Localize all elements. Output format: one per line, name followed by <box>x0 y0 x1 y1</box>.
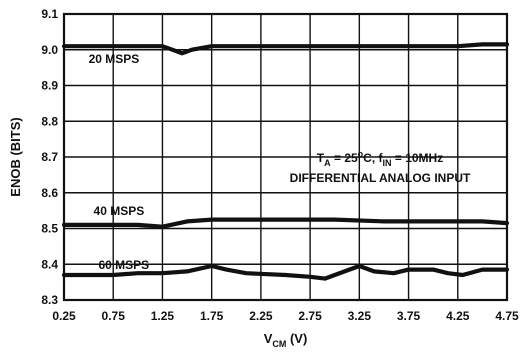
series-line-20-msps <box>61 42 510 56</box>
series-label-20-msps: 20 MSPS <box>89 52 140 66</box>
x-tick-label: 3.75 <box>397 309 421 323</box>
annot-in-sub: IN <box>383 158 392 168</box>
x-tick-label: 3.25 <box>348 309 372 323</box>
x-axis-title-sub: CM <box>272 339 286 349</box>
x-tick-labels: 0.25 0.75 1.25 1.75 2.25 2.75 3.25 3.75 4.25 4.75 <box>52 309 519 323</box>
annot-c-f: C, f <box>363 151 383 165</box>
annot-freq: = 10MHz <box>392 151 444 165</box>
x-tick-label: 0.75 <box>102 309 126 323</box>
conditions-annotation-line2: DIFFERENTIAL ANALOG INPUT <box>290 171 471 185</box>
x-axis-title: VCM (V) <box>264 331 308 349</box>
annot-t: T <box>317 151 325 165</box>
series-lines <box>61 42 510 281</box>
annot-degree: o <box>358 149 364 159</box>
x-tick-label: 4.25 <box>446 309 470 323</box>
x-tick-label: 2.25 <box>249 309 273 323</box>
plot-frame <box>62 12 509 302</box>
series-labels: 20 MSPS 40 MSPS 60 MSPS <box>89 52 150 272</box>
y-tick-labels: 8.3 8.4 8.5 8.6 8.7 8.8 8.9 9.0 9.1 <box>41 7 58 307</box>
y-tick-label: 8.9 <box>41 79 58 93</box>
y-tick-label: 8.7 <box>41 150 58 164</box>
conditions-annotation-line1: TA = 25oC, fIN = 10MHz <box>317 149 443 168</box>
y-tick-label: 8.4 <box>41 257 58 271</box>
x-axis-title-unit: (V) <box>286 331 307 346</box>
x-tick-label: 0.25 <box>52 309 76 323</box>
series-line-60-msps <box>61 263 510 281</box>
y-axis-title: ENOB (BITS) <box>8 117 23 196</box>
y-tick-label: 9.1 <box>41 7 58 21</box>
x-tick-label: 1.75 <box>200 309 224 323</box>
y-tick-label: 9.0 <box>41 43 58 57</box>
x-tick-label: 4.75 <box>495 309 519 323</box>
x-tick-label: 2.75 <box>298 309 322 323</box>
y-tick-label: 8.6 <box>41 186 58 200</box>
x-axis-title-main: V <box>264 331 273 346</box>
y-tick-label: 8.5 <box>41 222 58 236</box>
x-tick-label: 1.25 <box>151 309 175 323</box>
y-tick-label: 8.3 <box>41 293 58 307</box>
annot-eq: = 25 <box>331 151 358 165</box>
series-line-40-msps <box>61 217 510 229</box>
annot-t-sub: A <box>324 158 331 168</box>
y-tick-label: 8.8 <box>41 114 58 128</box>
series-label-60-msps: 60 MSPS <box>98 258 149 272</box>
series-label-40-msps: 40 MSPS <box>94 204 145 218</box>
